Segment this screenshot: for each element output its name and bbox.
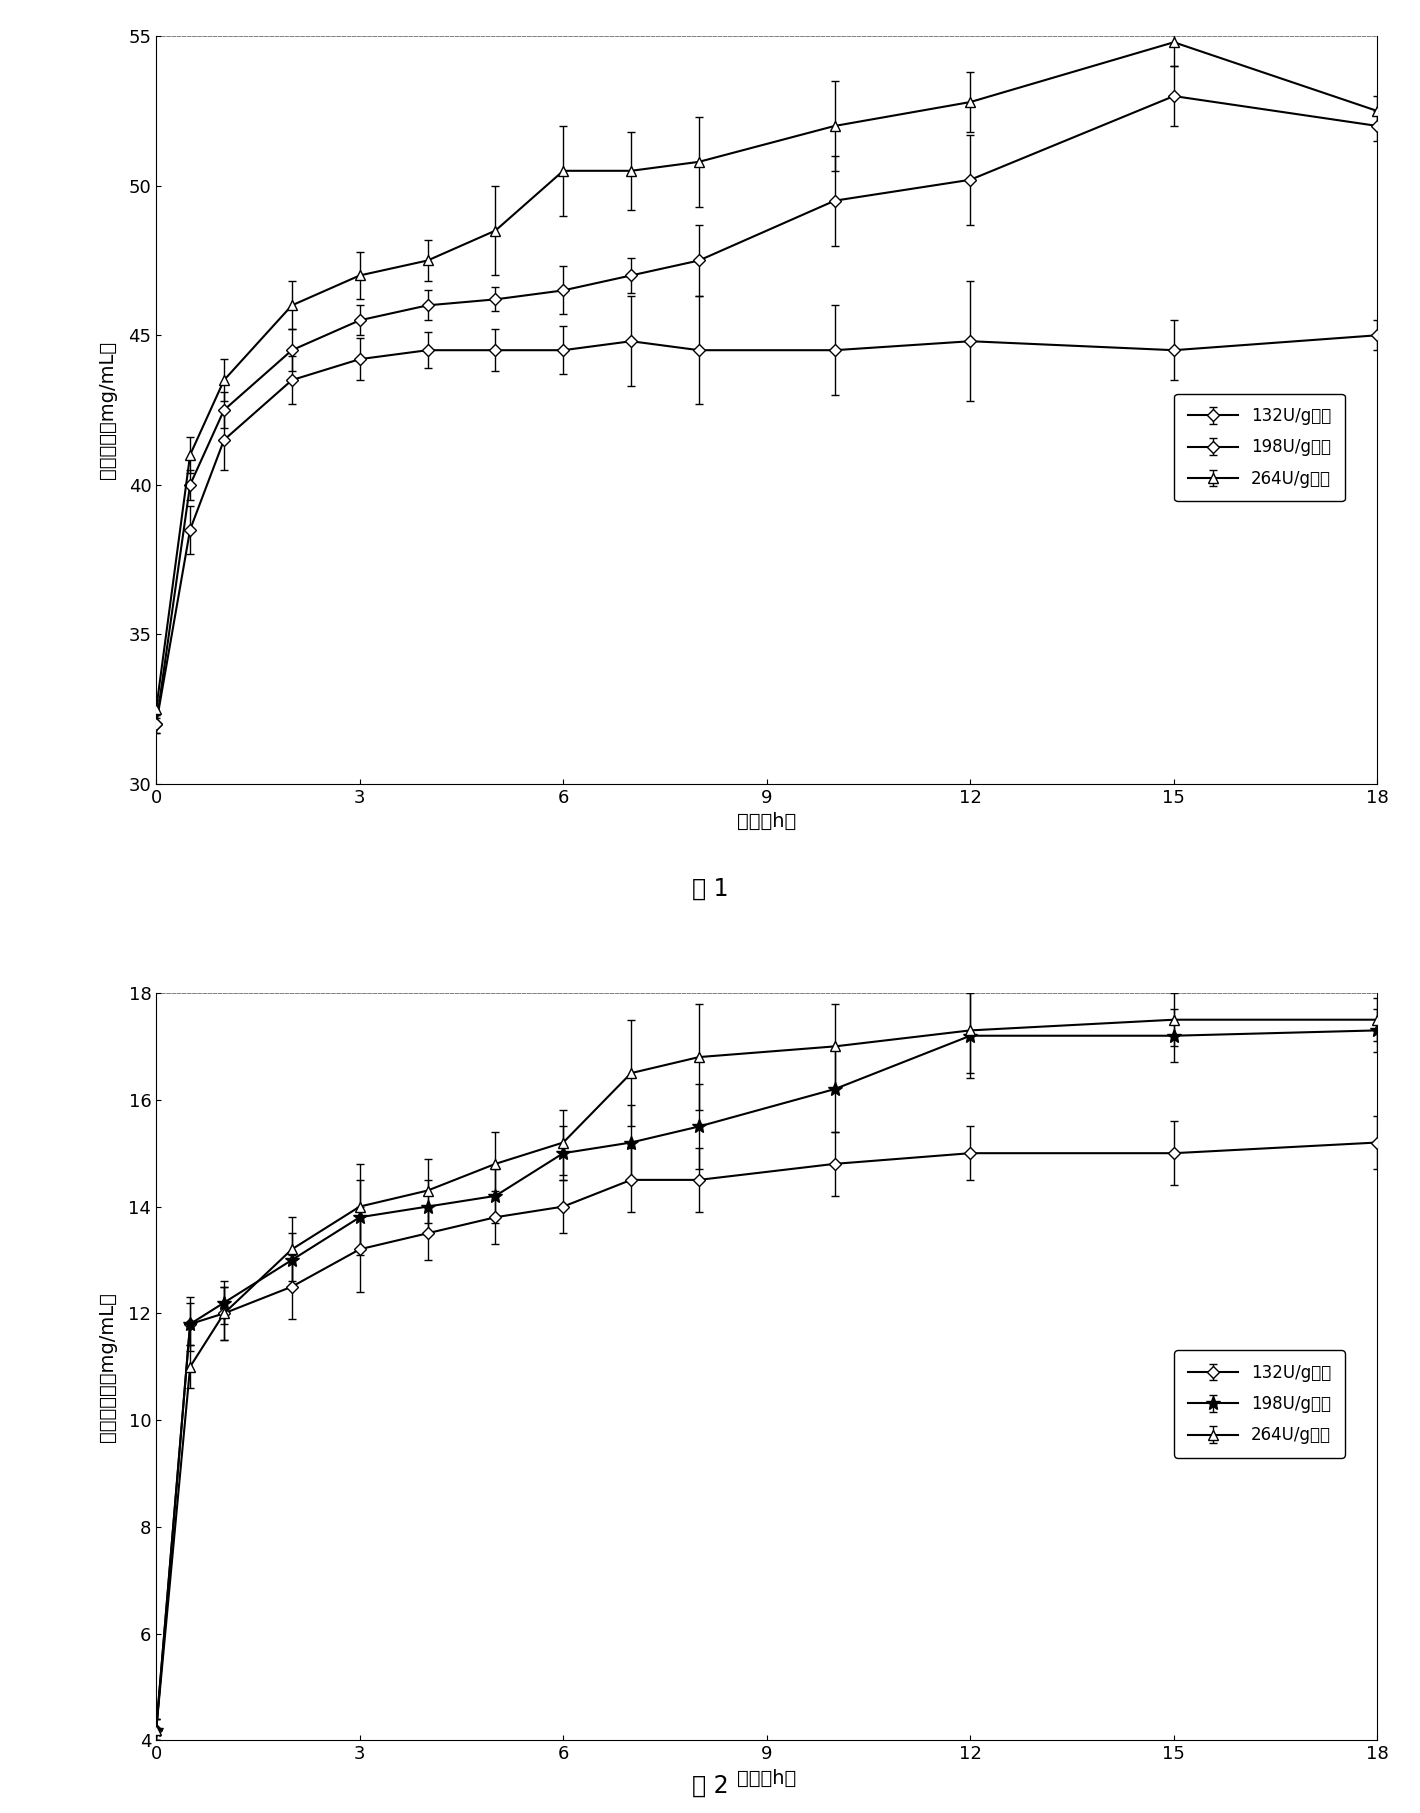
Legend: 132U/g干基, 198U/g干基, 264U/g干基: 132U/g干基, 198U/g干基, 264U/g干基 — [1174, 393, 1345, 500]
Y-axis label: 总糖含量（mg/mL）: 总糖含量（mg/mL） — [98, 341, 118, 479]
Y-axis label: 还原糖含量（mg/mL）: 还原糖含量（mg/mL） — [98, 1293, 118, 1441]
Legend: 132U/g干基, 198U/g干基, 264U/g干基: 132U/g干基, 198U/g干基, 264U/g干基 — [1174, 1351, 1345, 1458]
Text: 图 1: 图 1 — [692, 876, 728, 901]
Text: 图 2: 图 2 — [692, 1773, 728, 1797]
X-axis label: 时间（h）: 时间（h） — [737, 812, 797, 830]
X-axis label: 时间（h）: 时间（h） — [737, 1769, 797, 1788]
